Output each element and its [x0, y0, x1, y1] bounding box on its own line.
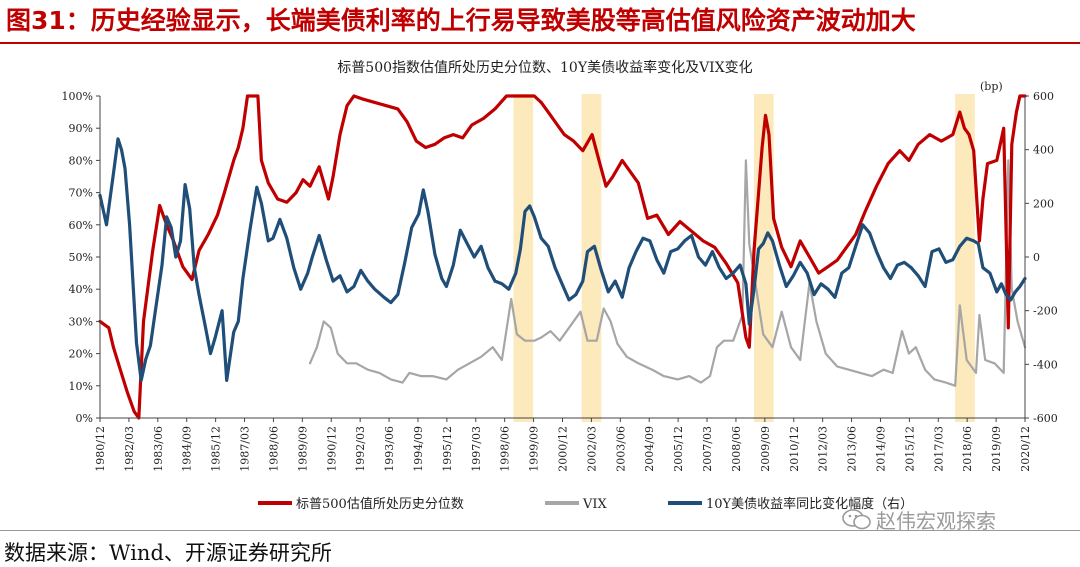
x-tick-label: 1994/09	[412, 426, 425, 472]
x-tick-label: 1990/12	[325, 426, 338, 472]
watermark: 赵伟宏观探索	[842, 506, 996, 533]
x-tick-label: 1982/03	[123, 426, 136, 472]
x-tick-label: 2017/03	[932, 426, 945, 472]
left-tick-label: 80%	[69, 154, 93, 167]
x-tick-label: 1989/09	[296, 426, 309, 472]
x-tick-label: 1993/06	[383, 426, 396, 472]
right-tick-label: 0	[1033, 251, 1040, 264]
left-tick-label: 90%	[69, 122, 93, 135]
x-tick-label: 1980/12	[94, 426, 107, 472]
legend-label-3: 10Y美债收益率同比变化幅度（右）	[706, 496, 913, 512]
left-tick-label: 50%	[69, 251, 93, 264]
x-tick-label: 2008/06	[730, 426, 743, 472]
right-tick-label: -200	[1033, 305, 1058, 318]
x-tick-label: 1987/03	[239, 426, 252, 472]
shaded-period	[955, 94, 975, 422]
chart-title: 标普500指数估值所处历史分位数、10Y美债收益率变化及VIX变化	[337, 59, 752, 76]
x-tick-label: 1998/06	[499, 426, 512, 472]
axes: 100% 90% 80% 70% 60% 50% 40% 30% 20% 10% 0% 600 400 2…	[62, 90, 1058, 472]
x-tick-label: 1999/09	[528, 426, 541, 472]
x-tick-label: 2018/06	[961, 426, 974, 472]
x-tick-label: 2004/09	[643, 426, 656, 472]
x-tick-label: 1997/03	[470, 426, 483, 472]
x-tick-label: 2014/09	[874, 426, 887, 472]
x-tick-label: 2005/12	[672, 426, 685, 472]
x-tick-label: 1984/09	[181, 426, 194, 472]
x-tick-label: 2000/12	[557, 426, 570, 472]
x-tick-label: 2013/06	[846, 426, 859, 472]
series-line-2	[308, 159, 1027, 387]
series-line-3	[98, 137, 1027, 382]
shaded-period	[513, 94, 534, 422]
legend: 标普500估值所处历史分位数 VIX 10Y美债收益率同比变化幅度（右）	[258, 496, 913, 512]
x-tick-label: 1983/06	[152, 426, 165, 472]
legend-label-2: VIX	[582, 497, 608, 512]
x-tick-label: 2020/12	[1019, 426, 1032, 472]
left-tick-label: 40%	[69, 283, 93, 296]
x-tick-label: 2010/12	[788, 426, 801, 472]
watermark-text: 赵伟宏观探索	[876, 508, 996, 533]
source-note: 数据来源：Wind、开源证券研究所	[4, 541, 332, 565]
x-tick-label: 2007/03	[701, 426, 714, 472]
left-tick-label: 60%	[69, 219, 93, 232]
legend-label-1: 标普500估值所处历史分位数	[296, 496, 464, 512]
right-tick-label: -600	[1033, 412, 1058, 425]
left-tick-label: 0%	[76, 412, 93, 425]
footer-rule	[0, 530, 1080, 531]
left-tick-label: 100%	[62, 90, 93, 103]
page-title: 图31：历史经验显示，长端美债利率的上行易导致美股等高估值风险资产波动加大	[6, 6, 916, 35]
wechat-icon	[842, 509, 871, 530]
x-tick-label: 1992/03	[354, 426, 367, 472]
x-tick-label: 2009/09	[759, 426, 772, 472]
right-axis-unit: (bp)	[980, 80, 1003, 93]
left-tick-label: 10%	[69, 380, 93, 393]
right-tick-label: 600	[1033, 90, 1054, 103]
left-tick-label: 30%	[69, 315, 93, 328]
x-tick-label: 2019/09	[990, 426, 1003, 472]
right-tick-label: 400	[1033, 144, 1054, 157]
left-tick-label: 70%	[69, 187, 93, 200]
right-tick-label: 200	[1033, 197, 1054, 210]
series-lines	[98, 94, 1027, 420]
chart: 标普500指数估值所处历史分位数、10Y美债收益率变化及VIX变化 (bp) 1…	[62, 59, 1058, 512]
right-tick-label: -400	[1033, 358, 1058, 371]
x-tick-label: 1995/12	[441, 426, 454, 472]
x-tick-label: 2002/03	[585, 426, 598, 472]
title-rule	[0, 42, 1080, 44]
x-tick-label: 2015/12	[903, 426, 916, 472]
x-tick-label: 2003/06	[614, 426, 627, 472]
left-tick-label: 20%	[69, 348, 93, 361]
x-tick-label: 2012/03	[817, 426, 830, 472]
x-tick-label: 1988/06	[267, 426, 280, 472]
series-line-1	[98, 94, 1027, 420]
x-tick-label: 1985/12	[210, 426, 223, 472]
